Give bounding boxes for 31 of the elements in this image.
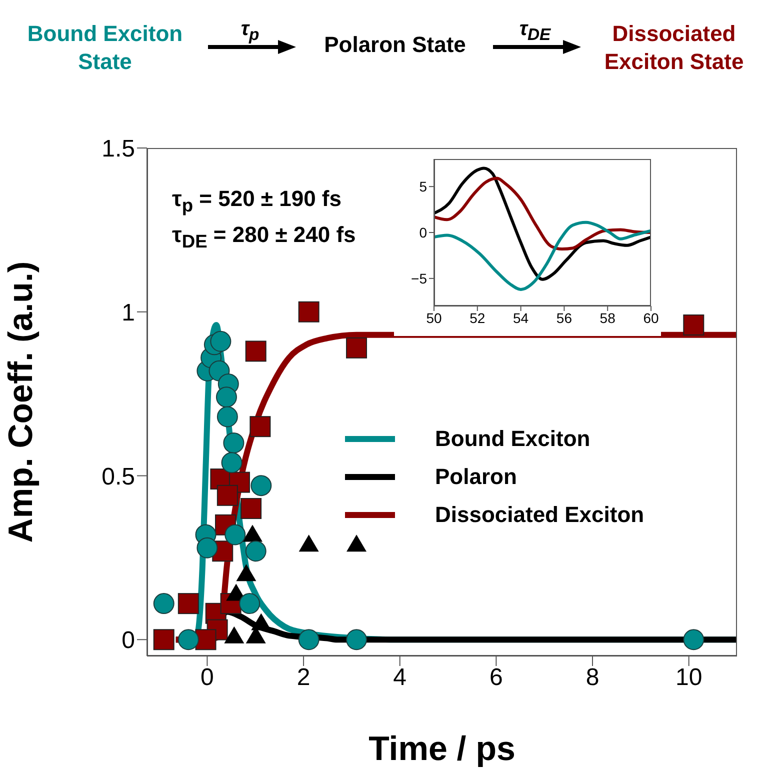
text: τ$_{p}$	[240, 18, 260, 45]
text: Bound Exciton State	[26, 20, 184, 76]
x-tick-label: 56	[556, 310, 572, 326]
x-tick-label: 0	[200, 664, 214, 692]
legend-label: Bound Exciton	[435, 426, 590, 452]
annotation: τ$_{p}$ = 520 ± 190 fs	[172, 186, 342, 216]
x-tick-label: 54	[513, 310, 529, 326]
text: τ$_{DE}$	[518, 18, 552, 45]
legend-label: Polaron	[435, 464, 517, 490]
x-tick-label: 10	[675, 664, 702, 692]
y-tick-label: 0.5	[102, 463, 135, 490]
x-tick-label: 52	[470, 310, 486, 326]
text: Polaron State	[323, 32, 467, 58]
y-tick-label: 5	[419, 178, 428, 195]
x-tick-label: 58	[600, 310, 616, 326]
y-tick-label: 1	[122, 299, 135, 326]
text: Dissociated Exciton State	[603, 20, 745, 76]
y-tick-label: 1.5	[102, 136, 135, 163]
y-tick-label: 0	[419, 224, 428, 240]
annotation: τ$_{DE}$ = 280 ± 240 fs	[172, 222, 356, 252]
x-tick-label: 6	[490, 664, 503, 692]
x-tick-label: 50	[426, 310, 442, 326]
x-tick-label: 60	[643, 310, 659, 326]
legend-label: Dissociated Exciton	[435, 502, 644, 528]
y-tick-label: −5	[411, 270, 428, 286]
x-tick-label: 8	[586, 664, 600, 692]
x-axis-title: Time / ps	[368, 730, 516, 768]
x-tick-label: 2	[296, 664, 310, 692]
y-tick-label: 0	[122, 627, 135, 654]
x-tick-label: 4	[393, 664, 407, 692]
y-axis-title: Amp. Coeff. (a.u.)	[2, 261, 40, 543]
